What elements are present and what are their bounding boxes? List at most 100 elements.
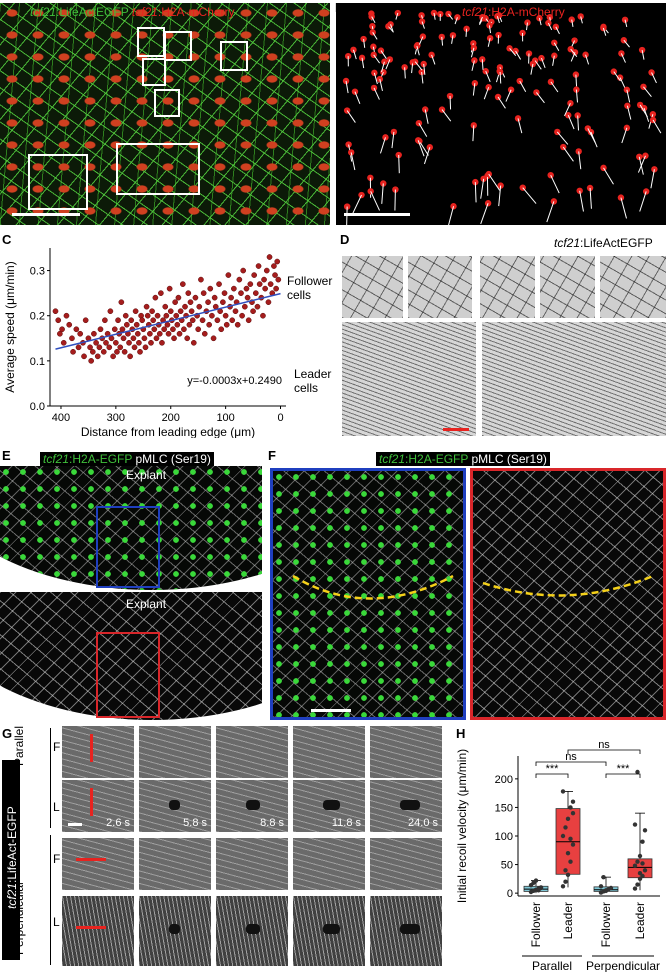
track-arrow [534, 60, 542, 70]
track-arrow [624, 19, 628, 28]
data-point [118, 299, 125, 306]
track-arrow [536, 92, 545, 104]
data-point [642, 828, 648, 833]
track-arrow [416, 45, 420, 56]
data-point [55, 317, 62, 324]
data-point [570, 842, 576, 847]
track-arrow [525, 22, 528, 31]
data-point [117, 344, 124, 351]
recoil-frame [293, 896, 365, 966]
nucleus [524, 19, 531, 26]
nuclei-tracks [342, 9, 662, 225]
laser-cut-arrow [90, 734, 93, 762]
track-arrow [472, 125, 475, 142]
data-point [163, 312, 170, 319]
data-point [171, 335, 177, 342]
data-point [254, 303, 261, 310]
data-point [201, 330, 208, 337]
track-arrow [579, 190, 584, 212]
track-arrow [487, 38, 491, 47]
data-point [60, 339, 67, 346]
track-arrow [395, 12, 399, 20]
track-arrow [371, 16, 376, 24]
significance-bracket [605, 773, 641, 778]
panel-f-title: tcf21:H2A-EGFP pMLC (Ser19) [376, 452, 550, 466]
data-point [640, 873, 645, 879]
data-point [251, 272, 258, 278]
panel-label-f: F [268, 448, 276, 463]
nucleus [437, 10, 444, 18]
track-arrow [578, 151, 582, 170]
recoil-frame [62, 896, 134, 966]
ablation-recoil [323, 924, 340, 934]
data-point [59, 326, 65, 333]
recoil-frame: 5.8 s [139, 780, 211, 832]
track-arrow [451, 35, 454, 44]
track-arrow [577, 115, 580, 131]
data-point [136, 339, 142, 346]
data-point [94, 353, 101, 360]
track-arrow [499, 71, 502, 84]
data-point [63, 312, 70, 319]
data-point [210, 335, 217, 342]
scale-bar-red [443, 428, 469, 431]
data-point [130, 335, 137, 342]
data-point [240, 267, 247, 274]
data-point [120, 335, 127, 342]
panel-e-explant-bottom [0, 592, 262, 720]
track-arrow [373, 72, 378, 85]
track-arrow [585, 54, 590, 65]
track-arrow [373, 87, 380, 100]
nucleus [387, 21, 394, 28]
data-point [172, 299, 178, 306]
roi-box [154, 89, 180, 117]
panel-a-image [0, 3, 330, 225]
boundary-line [292, 574, 454, 600]
track-arrow [385, 59, 391, 70]
data-point [221, 290, 228, 296]
nucleus [390, 128, 398, 136]
data-point [52, 308, 59, 315]
y-tick-label: 50 [501, 860, 513, 872]
track-arrow [488, 25, 492, 34]
data-point [139, 317, 146, 324]
data-point [153, 335, 160, 342]
track-arrow [465, 28, 468, 37]
track-arrow [547, 22, 553, 31]
data-point [211, 294, 218, 301]
track-arrow [620, 197, 627, 219]
panel-label-d: D [340, 232, 350, 247]
recoil-frame [62, 838, 134, 890]
nucleus [584, 125, 592, 132]
track-arrow [352, 49, 357, 60]
data-point [185, 290, 192, 296]
recoil-frame [139, 896, 211, 966]
recoil-frame [139, 838, 211, 890]
data-point [161, 326, 168, 333]
track-arrow [580, 16, 583, 24]
data-point [236, 276, 243, 283]
track-arrow [651, 72, 657, 84]
panel-label-g: G [2, 726, 13, 741]
track-arrow [587, 128, 596, 143]
data-point [255, 263, 262, 269]
data-point [150, 317, 157, 324]
data-point [187, 299, 194, 306]
data-point [110, 353, 116, 360]
track-arrow [431, 54, 436, 65]
data-point [603, 888, 609, 894]
y-tick-label: 0.3 [30, 266, 45, 278]
data-point [115, 317, 121, 324]
nucleus [560, 143, 567, 151]
track-arrow [448, 13, 454, 20]
track-arrow [433, 12, 436, 20]
nucleus [370, 84, 378, 92]
track-arrow [381, 61, 385, 73]
recoil-frame: 11.8 s [293, 780, 365, 832]
data-point [81, 353, 87, 360]
data-point [234, 321, 241, 328]
track-arrow [372, 32, 378, 40]
time-label: 24.0 s [408, 817, 438, 829]
data-point [170, 326, 176, 333]
nucleus [369, 29, 376, 36]
